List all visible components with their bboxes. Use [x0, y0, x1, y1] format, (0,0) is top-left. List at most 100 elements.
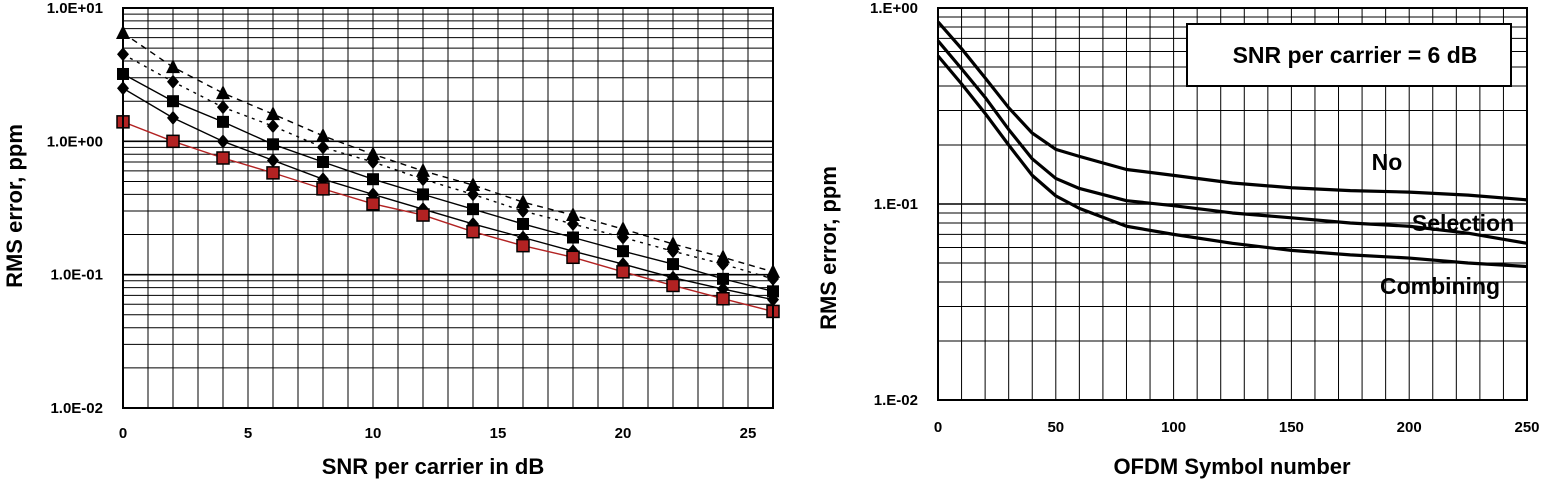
- left-fit-line: [122, 87, 774, 301]
- square-marker: [467, 203, 479, 216]
- right-y-tick-label: 1.E-01: [874, 196, 918, 213]
- left-x-tick-label: 15: [490, 425, 507, 442]
- square-marker: [367, 173, 379, 186]
- triangle-marker: [566, 207, 580, 222]
- diamond-marker: [267, 153, 279, 168]
- right-series-line: [936, 20, 1528, 202]
- triangle-marker: [666, 235, 680, 250]
- snr-annotation-box: SNR per carrier = 6 dB: [1186, 23, 1512, 87]
- square-marker: [667, 258, 679, 271]
- triangle-marker: [516, 194, 530, 209]
- square-marker: [666, 278, 680, 293]
- square-marker: [216, 151, 230, 165]
- series-label: Selection: [1412, 210, 1514, 236]
- square-marker: [516, 238, 530, 253]
- diamond-marker: [217, 100, 229, 115]
- right-series-line: [936, 54, 1528, 269]
- left-fit-line: [122, 32, 774, 273]
- square-marker: [717, 272, 729, 285]
- left-y-tick-label: 1.0E+00: [47, 133, 103, 150]
- triangle-marker: [316, 127, 330, 142]
- right-tick-labels: 0 50 100 150 200 250 1.E-02 1.E-01 1.E+00: [870, 0, 1539, 436]
- triangle-marker: [216, 85, 230, 100]
- diamond-marker: [517, 204, 529, 219]
- diamond-marker: [167, 110, 179, 125]
- square-marker: [616, 265, 630, 279]
- diamond-marker: [717, 257, 729, 272]
- right-x-tick-label: 100: [1161, 419, 1186, 436]
- square-marker: [466, 224, 480, 239]
- left-plot-frame: [122, 7, 774, 409]
- right-x-tick-label: 250: [1514, 419, 1539, 436]
- right-x-tick-label: 0: [934, 419, 942, 436]
- left-fit-line: [122, 53, 774, 280]
- right-plot-frame: [937, 7, 1528, 401]
- left-x-tick-label: 20: [615, 425, 632, 442]
- left-y-tick-label: 1.0E+01: [47, 0, 103, 17]
- square-marker: [416, 208, 430, 222]
- square-marker: [366, 197, 380, 211]
- triangle-marker: [616, 221, 630, 236]
- left-x-tick-label: 25: [740, 425, 757, 442]
- diamond-marker: [167, 74, 179, 89]
- series-label: No: [1372, 149, 1403, 175]
- diamond-marker: [267, 119, 279, 134]
- left-tick-labels: 0 5 10 15 20 25 1.0E-02 1.0E-01 1.0E+00 1.0E+01: [47, 0, 757, 442]
- left-y-axis-title: RMS error, ppm: [2, 124, 27, 288]
- diamond-marker: [317, 140, 329, 155]
- square-marker: [217, 115, 229, 128]
- square-marker: [316, 182, 330, 196]
- square-marker: [716, 291, 730, 306]
- series-label: Combining: [1380, 273, 1500, 299]
- annotation-frame: [1186, 23, 1512, 87]
- left-fit-lines: [122, 32, 774, 313]
- diamond-marker: [367, 154, 379, 169]
- right-y-tick-label: 1.E-02: [874, 392, 918, 409]
- diamond-marker: [667, 244, 679, 259]
- left-fit-line: [122, 73, 774, 293]
- left-y-tick-label: 1.0E-01: [50, 267, 103, 284]
- diamond-marker: [617, 230, 629, 245]
- square-marker: [267, 138, 279, 151]
- right-series-line: [936, 39, 1528, 245]
- square-marker: [266, 166, 280, 180]
- triangle-marker: [166, 59, 180, 74]
- square-marker: [566, 250, 580, 265]
- snr-rms-error-chart: 0 5 10 15 20 25 1.0E-02 1.0E-01 1.0E+00 1.0E+01 S…: [2, 0, 780, 479]
- symbol-rms-error-chart: 0 50 100 150 200 250 1.E-02 1.E-01 1.E+00 No Sele…: [816, 0, 1540, 479]
- left-gridlines: [122, 8, 774, 409]
- triangle-marker: [366, 146, 380, 161]
- square-marker: [617, 245, 629, 258]
- triangle-marker: [466, 177, 480, 192]
- right-x-tick-label: 150: [1279, 419, 1304, 436]
- square-marker: [166, 134, 180, 149]
- left-x-tick-label: 5: [244, 425, 252, 442]
- right-series-labels: No Selection Combining: [1372, 149, 1514, 299]
- diamond-marker: [467, 187, 479, 202]
- square-marker: [567, 231, 579, 244]
- diamond-marker: [217, 134, 229, 149]
- square-marker: [417, 188, 429, 201]
- right-x-tick-label: 200: [1397, 419, 1422, 436]
- square-marker: [317, 155, 329, 168]
- triangle-marker: [416, 162, 430, 177]
- triangle-marker: [266, 106, 280, 121]
- left-x-axis-title: SNR per carrier in dB: [322, 454, 545, 479]
- diamond-marker: [567, 216, 579, 231]
- triangle-marker: [716, 249, 730, 264]
- right-series-lines: [936, 20, 1528, 269]
- right-y-tick-label: 1.E+00: [870, 0, 918, 17]
- diamond-marker: [417, 172, 429, 187]
- right-x-tick-label: 50: [1047, 419, 1064, 436]
- annotation-text: SNR per carrier = 6 dB: [1233, 42, 1478, 68]
- left-y-tick-label: 1.0E-02: [50, 400, 103, 417]
- left-x-tick-label: 10: [365, 425, 382, 442]
- left-fit-line: [122, 121, 774, 313]
- square-marker: [167, 95, 179, 108]
- left-x-tick-label: 0: [119, 425, 127, 442]
- square-marker: [517, 217, 529, 230]
- right-y-axis-title: RMS error, ppm: [816, 166, 841, 330]
- left-data-markers: [116, 24, 780, 319]
- right-x-axis-title: OFDM Symbol number: [1113, 454, 1351, 479]
